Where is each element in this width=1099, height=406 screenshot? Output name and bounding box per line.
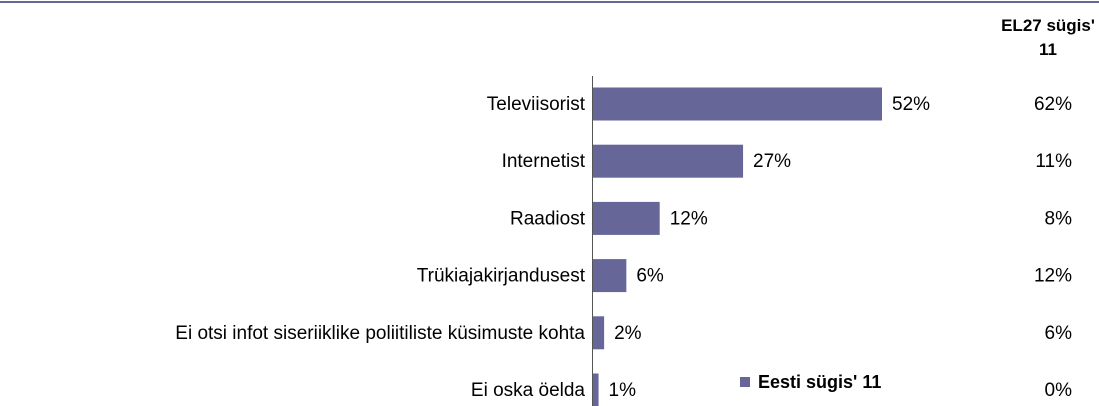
category-label: Trükiajakirjandusest — [417, 266, 586, 287]
side-value: 0% — [1045, 380, 1073, 401]
side-value: 62% — [1034, 94, 1072, 115]
side-value: 6% — [1045, 323, 1073, 344]
bar — [593, 373, 599, 406]
side-value: 11% — [1035, 151, 1072, 172]
side-value: 8% — [1045, 208, 1073, 229]
value-label: 1% — [609, 380, 637, 401]
category-label: Ei oska öelda — [471, 380, 586, 401]
category-label: Televiisorist — [487, 94, 586, 115]
bar — [593, 259, 627, 293]
value-label: 52% — [892, 94, 930, 115]
bar — [593, 87, 882, 121]
bar — [593, 316, 605, 350]
legend-label: Eesti sügis' 11 — [758, 372, 881, 392]
category-label: Ei otsi infot siseriiklike poliitiliste … — [175, 323, 585, 344]
column-header: EL27 sügis' 11 — [1001, 16, 1095, 59]
legend-swatch — [740, 377, 750, 387]
bar — [593, 144, 744, 178]
side-value: 12% — [1034, 266, 1072, 287]
value-label: 6% — [636, 266, 664, 287]
category-label: Internetist — [502, 151, 586, 172]
category-label: Raadiost — [510, 208, 586, 229]
value-label: 2% — [614, 323, 642, 344]
bar — [593, 201, 660, 235]
value-label: 27% — [753, 151, 791, 172]
value-label: 12% — [670, 208, 708, 229]
